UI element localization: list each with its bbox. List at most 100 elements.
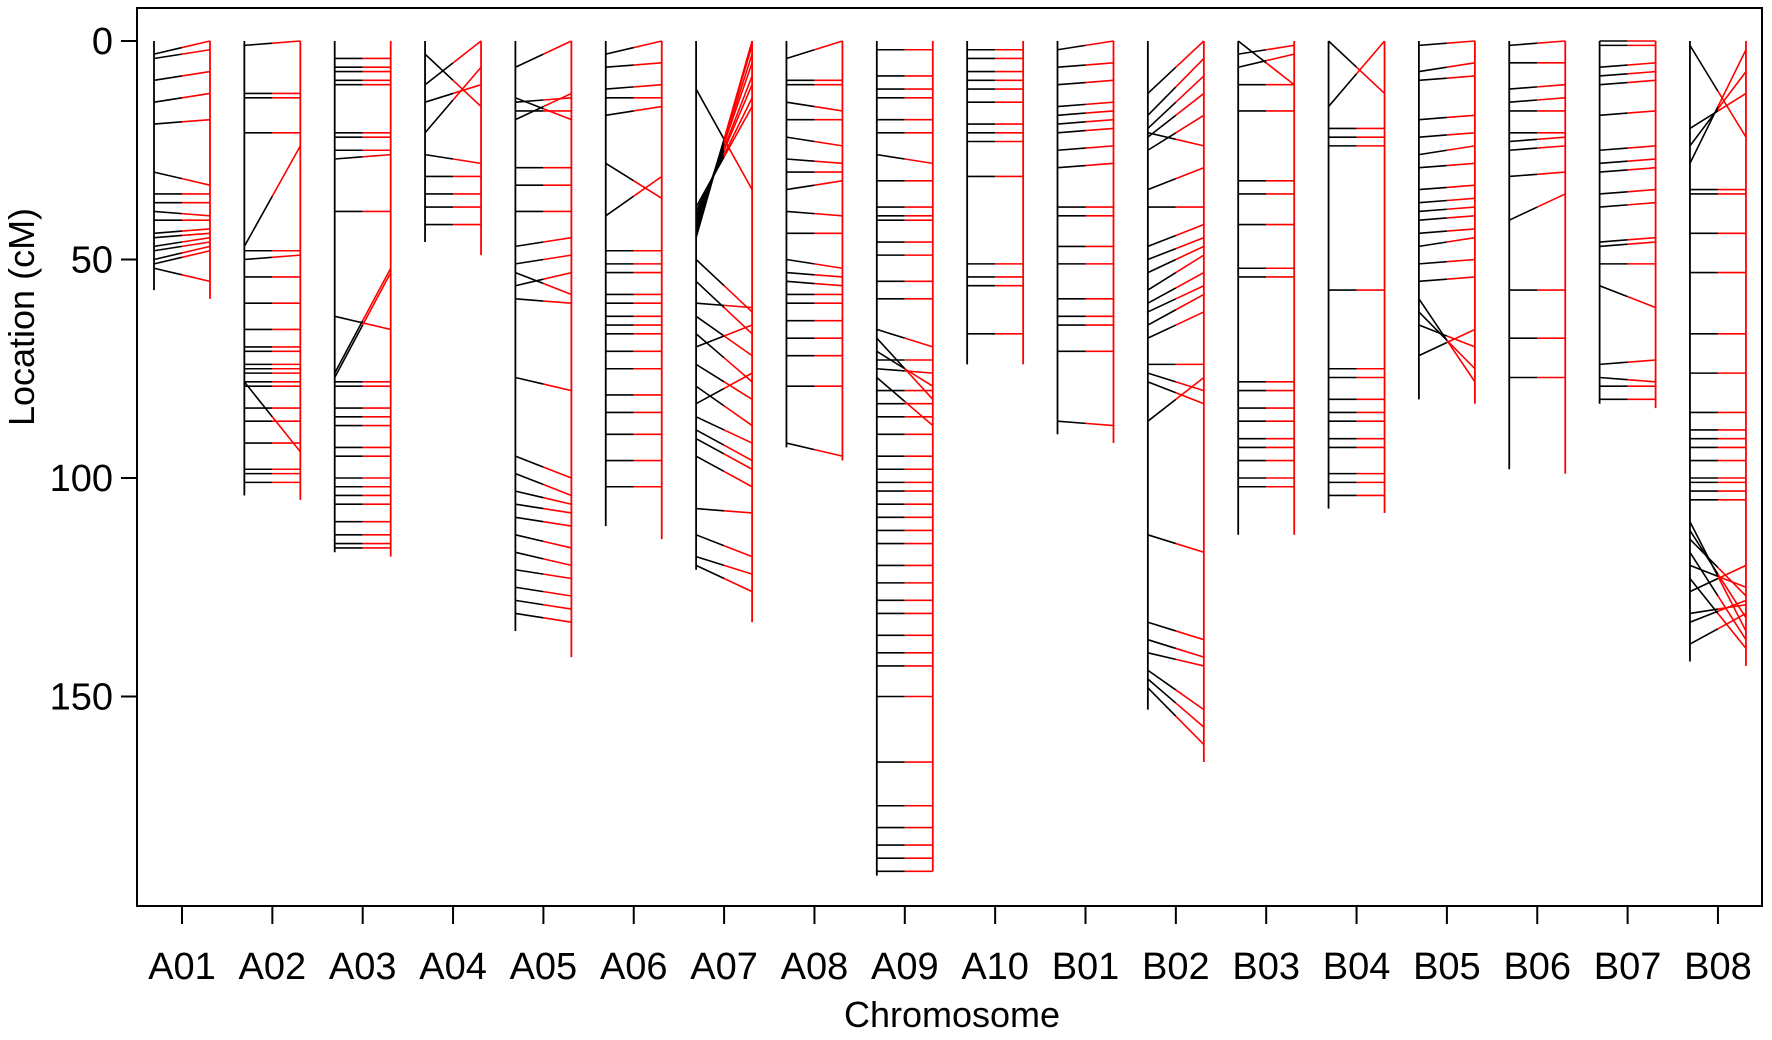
marker-link-map2: [1446, 162, 1475, 167]
chromosome-b04: [1327, 40, 1386, 513]
marker-link-map1: [244, 256, 273, 261]
marker-link-map1: [515, 258, 544, 265]
marker-link-map2: [1356, 66, 1386, 95]
marker-link-map2: [1085, 40, 1114, 47]
marker-link-map2: [1446, 62, 1476, 69]
marker-link-map1: [424, 62, 454, 86]
marker-link-map2: [452, 66, 482, 101]
chromosome-b01: [1056, 40, 1115, 444]
marker-link-map2: [814, 40, 843, 51]
marker-link-map1: [1147, 678, 1177, 704]
marker-link-map1: [515, 97, 544, 110]
marker-link-map1: [786, 258, 815, 265]
marker-link-map2: [904, 368, 934, 400]
marker-link-map2: [1175, 715, 1205, 746]
marker-link-map2: [1627, 158, 1656, 162]
marker-link-map2: [1266, 44, 1295, 51]
marker-link-map2: [723, 45, 753, 140]
chromosome-b05: [1418, 40, 1476, 404]
marker-link-map1: [695, 315, 725, 337]
marker-link-map2: [633, 62, 662, 66]
marker-link-map1: [1689, 578, 1719, 614]
marker-link-map2: [814, 282, 843, 287]
marker-link-map2: [633, 83, 662, 88]
marker-link-map2: [181, 92, 211, 99]
marker-link-map1: [1418, 278, 1447, 283]
y-tick-label: 0: [92, 21, 113, 63]
marker-link-map2: [543, 300, 572, 304]
marker-link-map1: [244, 42, 273, 47]
marker-link-map1: [1418, 311, 1448, 341]
marker-link-map1: [1418, 241, 1448, 248]
marker-link-map1: [1418, 208, 1447, 213]
marker-link-map2: [1085, 110, 1114, 114]
marker-link-map2: [452, 83, 482, 95]
marker-link-map1: [695, 333, 725, 359]
marker-link-map1: [153, 97, 183, 103]
marker-link-map2: [1175, 293, 1205, 311]
marker-link-map2: [1717, 595, 1747, 641]
marker-link-map1: [1147, 131, 1177, 141]
marker-link-map1: [1057, 44, 1086, 51]
x-tick-label: A09: [871, 946, 939, 988]
marker-link-map1: [1509, 147, 1538, 152]
marker-link-map1: [1147, 324, 1177, 339]
marker-link-map1: [1238, 48, 1267, 55]
marker-link-map1: [1418, 116, 1447, 121]
x-tick-label: A08: [781, 946, 849, 988]
marker-link-map1: [1689, 564, 1719, 578]
marker-link-map1: [605, 110, 634, 117]
marker-link-map2: [1446, 258, 1475, 263]
marker-link-map2: [1717, 612, 1747, 630]
marker-link-map1: [1238, 59, 1267, 68]
marker-link-map2: [361, 272, 392, 326]
x-tick-label: A07: [690, 946, 758, 988]
marker-link-map1: [1147, 309, 1177, 326]
marker-link-map1: [1599, 64, 1628, 69]
chromosome-b06: [1508, 40, 1567, 474]
marker-link-map2: [543, 271, 572, 280]
marker-link-map2: [1537, 145, 1566, 149]
marker-link-map1: [1328, 40, 1358, 68]
marker-link-map2: [543, 573, 572, 580]
chromosome-a06: [604, 40, 663, 540]
marker-link-map1: [1689, 551, 1719, 597]
marker-link-map2: [814, 160, 843, 165]
marker-link-map1: [1599, 239, 1628, 243]
marker-link-map2: [1717, 603, 1747, 610]
marker-link-map1: [333, 324, 364, 378]
marker-link-map1: [1509, 86, 1538, 90]
x-tick-label: A03: [329, 946, 397, 988]
marker-link-map1: [515, 534, 544, 543]
marker-link-map2: [543, 558, 572, 567]
marker-link-map2: [543, 92, 572, 108]
marker-link-map2: [543, 254, 572, 261]
marker-link-map2: [904, 370, 933, 374]
marker-link-map1: [1057, 81, 1086, 86]
marker-link-map1: [153, 171, 183, 180]
marker-link-map2: [181, 177, 211, 186]
x-tick-label: A04: [419, 946, 487, 988]
marker-link-map2: [1175, 376, 1205, 400]
marker-link-map1: [1689, 628, 1719, 645]
marker-link-map2: [1446, 145, 1476, 152]
marker-link-map2: [723, 470, 753, 488]
marker-link-map2: [1446, 75, 1475, 79]
marker-link-map1: [696, 507, 725, 512]
marker-link-map1: [153, 75, 183, 82]
marker-link-map2: [814, 105, 843, 112]
marker-link-map1: [695, 387, 725, 405]
chromosome-b08: [1689, 41, 1747, 666]
x-tick-label: B01: [1052, 946, 1120, 988]
marker-link-map1: [515, 53, 544, 68]
marker-link-map2: [543, 383, 572, 392]
marker-link-map2: [1175, 284, 1205, 300]
marker-link-map1: [786, 48, 815, 60]
y-tick-label: 150: [50, 677, 113, 719]
chromosome-b07: [1598, 40, 1657, 409]
marker-link-map1: [695, 88, 725, 140]
marker-link-map2: [723, 97, 753, 155]
marker-link-map1: [153, 245, 183, 252]
marker-link-map2: [272, 40, 301, 44]
